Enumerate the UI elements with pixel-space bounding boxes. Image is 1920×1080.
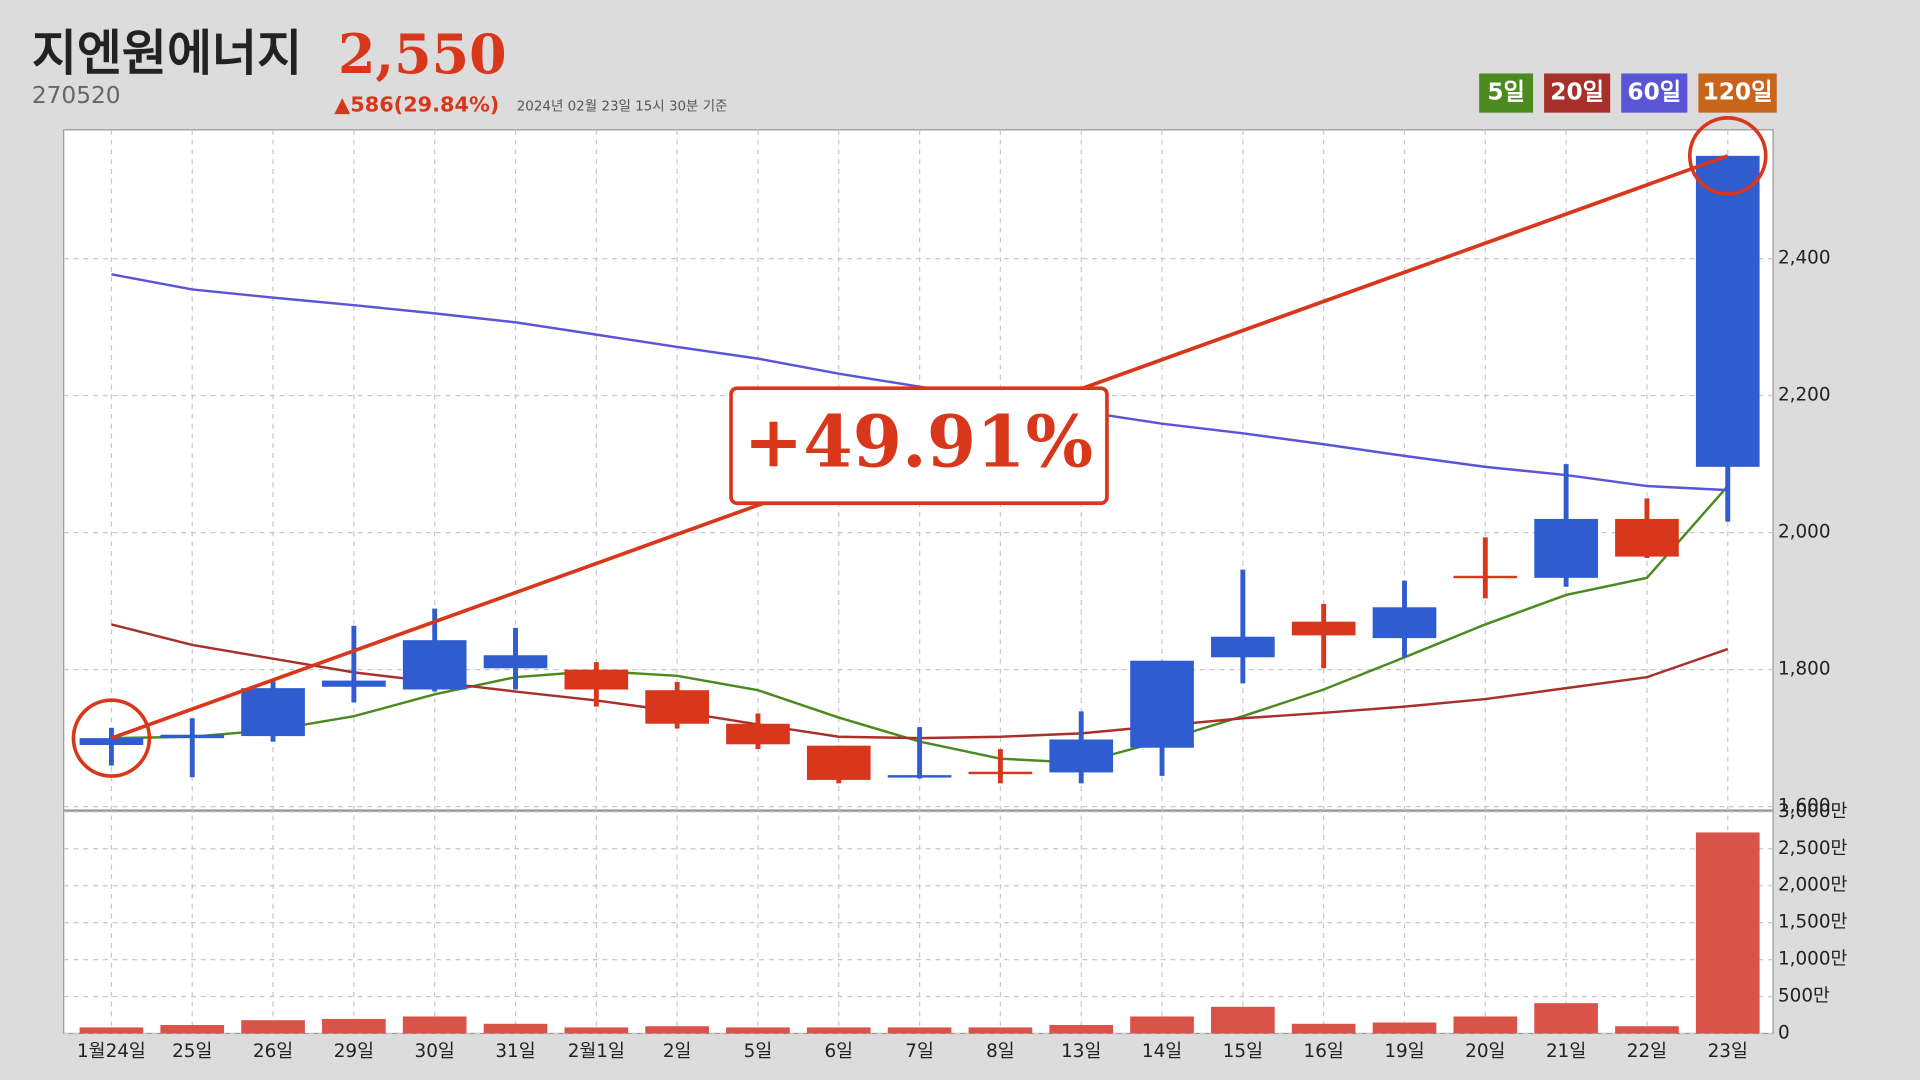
volume-bar <box>1615 1026 1679 1034</box>
candle-body <box>322 680 386 687</box>
x-tick-label: 1월24일 <box>77 1041 146 1062</box>
y-tick-label: 1,000만 <box>1778 949 1848 970</box>
x-tick-label: 22일 <box>1627 1041 1667 1062</box>
volume-bar <box>1211 1006 1275 1034</box>
candle-body <box>1453 575 1518 579</box>
volume-bar <box>564 1027 629 1034</box>
candle-body <box>160 734 225 739</box>
volume-bar <box>968 1027 1033 1034</box>
y-tick-label: 2,000 <box>1778 522 1831 543</box>
volume-bar <box>887 1027 952 1034</box>
x-tick-label: 13일 <box>1061 1041 1101 1062</box>
candle-body <box>79 738 144 745</box>
y-tick-label: 1,800 <box>1778 659 1831 680</box>
candle-body <box>1049 739 1114 773</box>
x-tick-label: 25일 <box>172 1041 212 1062</box>
stock-code: 270520 <box>32 82 121 109</box>
y-tick-label: 2,000만 <box>1778 875 1848 896</box>
legend-chip <box>1621 73 1688 113</box>
volume-bar <box>1534 1003 1598 1034</box>
candle-body <box>1130 660 1194 748</box>
x-tick-label: 2일 <box>663 1041 692 1062</box>
volume-bar <box>402 1016 467 1034</box>
x-tick-label: 5일 <box>744 1041 773 1062</box>
candle-body <box>1211 636 1275 658</box>
legend-label: 120일 <box>1703 79 1773 106</box>
x-tick-label: 16일 <box>1304 1041 1344 1062</box>
candle-body <box>1695 155 1760 467</box>
x-tick-label: 6일 <box>824 1041 853 1062</box>
x-tick-label: 31일 <box>495 1041 535 1062</box>
volume-bar <box>1130 1016 1194 1034</box>
plot-area <box>63 129 1774 1035</box>
y-tick-label: 2,500만 <box>1778 838 1848 859</box>
x-tick-label: 7일 <box>905 1041 934 1062</box>
volume-bar <box>79 1027 144 1034</box>
x-tick-label: 29일 <box>334 1041 374 1062</box>
legend-chip <box>1544 73 1611 113</box>
legend-chip <box>1698 73 1777 113</box>
x-tick-label: 15일 <box>1223 1041 1263 1062</box>
candle-body <box>564 669 629 690</box>
volume-bar <box>1372 1022 1437 1034</box>
plot: 1,600 1,800 2,000 2,200 2,400 0 500만 1,000만 1,50… <box>63 73 1848 1062</box>
x-tick-label: 2월1일 <box>568 1041 625 1062</box>
y-tick-label: 1,600 <box>1778 796 1831 817</box>
timestamp: 2024년 02월 23일 15시 30분 기준 <box>517 99 728 115</box>
volume-bar <box>241 1020 305 1034</box>
price-change: ▲586(29.84%) <box>334 92 499 116</box>
candle-body <box>1615 518 1679 557</box>
legend-label: 5일 <box>1487 79 1525 106</box>
candle-body <box>483 655 548 669</box>
x-tick-label: 20일 <box>1465 1041 1505 1062</box>
volume-bar <box>483 1023 548 1034</box>
stock-name: 지엔원에너지 <box>32 25 302 82</box>
x-tick-label: 21일 <box>1546 1041 1586 1062</box>
volume-bar <box>726 1027 790 1034</box>
y-tick-label: 3,000만 <box>1778 801 1848 822</box>
annotation-box <box>729 386 1109 506</box>
candle-body <box>968 771 1033 775</box>
candle-body <box>726 723 790 745</box>
candle-body <box>645 690 709 724</box>
legend-label: 20일 <box>1550 79 1604 106</box>
candle-body <box>1372 607 1437 639</box>
stock-price: 2,550 <box>338 22 507 86</box>
candle-body <box>1291 621 1356 636</box>
volume-bar <box>1453 1016 1518 1034</box>
y-tick-label: 0 <box>1778 1022 1790 1043</box>
y-tick-label: 2,400 <box>1778 248 1831 269</box>
x-tick-label: 8일 <box>986 1041 1015 1062</box>
x-tick-label: 14일 <box>1142 1041 1182 1062</box>
volume-bar <box>1049 1024 1114 1034</box>
x-tick-label: 19일 <box>1384 1041 1424 1062</box>
y-tick-label: 1,500만 <box>1778 912 1848 933</box>
candle-body <box>1534 518 1598 578</box>
highlight-circle <box>1687 116 1768 196</box>
y-tick-label: 500만 <box>1778 986 1830 1007</box>
legend-label: 60일 <box>1627 79 1681 106</box>
y-tick-label: 2,200 <box>1778 385 1831 406</box>
legend-chip <box>1479 73 1534 113</box>
annotation-text: +49.91% <box>744 400 1093 484</box>
highlight-circle <box>71 698 152 778</box>
volume-bar <box>1695 832 1760 1034</box>
volume-bar <box>645 1026 709 1034</box>
candle-body <box>402 640 467 690</box>
volume-bar <box>160 1024 225 1034</box>
candle-body <box>241 688 305 737</box>
x-tick-label: 23일 <box>1708 1041 1748 1062</box>
volume-bar <box>806 1027 871 1034</box>
candle-body <box>806 745 871 780</box>
x-tick-label: 26일 <box>253 1041 293 1062</box>
candle-body <box>887 775 952 778</box>
x-tick-label: 30일 <box>415 1041 455 1062</box>
volume-bar <box>1291 1023 1356 1034</box>
volume-bar <box>322 1018 386 1034</box>
